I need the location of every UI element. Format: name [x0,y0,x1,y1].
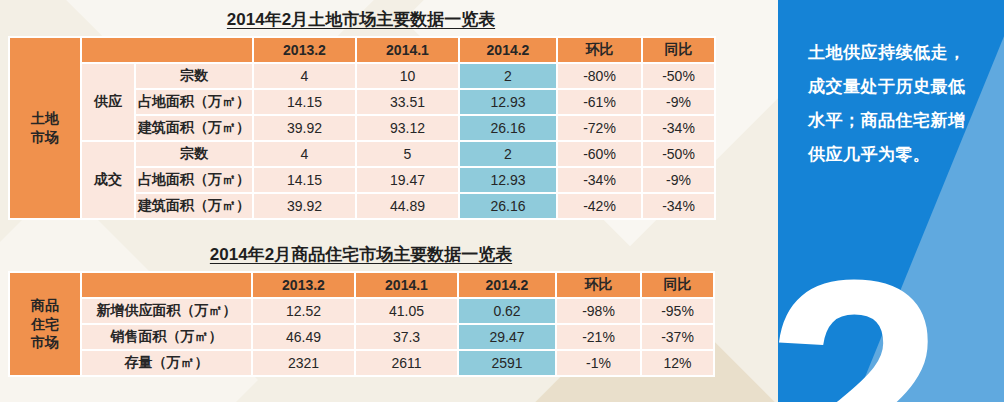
row-label: 宗数 [135,141,253,167]
cell-value: -50% [642,141,715,167]
housing-row-group-header: 商品 住宅 市场 [9,272,81,376]
land-header-row: 土地 市场 2013.2 2014.1 2014.2 环比 同比 [9,37,715,63]
row-group-line: 市场 [12,128,78,147]
housing-header-row: 商品 住宅 市场 2013.2 2014.1 2014.2 环比 同比 [9,272,714,298]
cell-value: 12.52 [252,298,355,324]
slide: 2014年2月土地市场主要数据一览表 土地 市场 2013.2 2014.1 2… [0,0,1004,402]
cell-value-highlight: 12.93 [459,89,557,115]
housing-market-table: 商品 住宅 市场 2013.2 2014.1 2014.2 环比 同比 新增供应… [8,271,715,377]
cell-value: -60% [557,141,642,167]
column-header-2013-2: 2013.2 [253,37,356,63]
cell-value: 19.47 [356,167,459,193]
row-label: 建筑面积（万㎡） [135,193,253,219]
row-label: 建筑面积（万㎡） [135,115,253,141]
cell-value-highlight: 26.16 [459,193,557,219]
column-header-2013-2: 2013.2 [252,272,355,298]
cell-value: -42% [557,193,642,219]
row-label: 占地面积（万㎡） [135,167,253,193]
row-group-line: 市场 [12,333,78,352]
cell-value-highlight: 26.16 [459,115,557,141]
cell-value: 93.12 [356,115,459,141]
housing-table-title: 2014年2月商品住宅市场主要数据一览表 [8,243,714,266]
table-row: 新增供应面积（万㎡） 12.52 41.05 0.62 -98% -95% [9,298,714,324]
cell-value: 44.89 [356,193,459,219]
cell-value-highlight: 2591 [458,350,556,376]
cell-value: 39.92 [253,193,356,219]
row-label: 宗数 [135,63,253,89]
row-label: 占地面积（万㎡） [135,89,253,115]
cell-value: 2321 [252,350,355,376]
cell-value-highlight: 29.47 [458,324,556,350]
row-group-line: 土地 [12,109,78,128]
group-label-transaction: 成交 [81,141,135,219]
row-label: 销售面积（万㎡） [81,324,252,350]
row-label: 存量（万㎡） [81,350,252,376]
table-row: 存量（万㎡） 2321 2611 2591 -1% 12% [9,350,714,376]
cell-value: 46.49 [252,324,355,350]
cell-value: -95% [641,298,714,324]
cell-value: -34% [557,167,642,193]
summary-sidebar: 2 土地供应持续低走，成交量处于历史最低水平；商品住宅新增供应几乎为零。 [778,0,1004,402]
row-group-line: 商品 [12,296,78,315]
group-label-supply: 供应 [81,63,135,141]
cell-value: 37.3 [355,324,458,350]
cell-value: -98% [556,298,641,324]
header-spacer-cell [81,37,253,63]
cell-value: -72% [557,115,642,141]
land-row-group-header: 土地 市场 [9,37,81,219]
cell-value: -80% [557,63,642,89]
cell-value: -9% [642,167,715,193]
cell-value: 12% [641,350,714,376]
cell-value-highlight: 12.93 [459,167,557,193]
row-label: 新增供应面积（万㎡） [81,298,252,324]
cell-value: -61% [557,89,642,115]
sidebar-note: 土地供应持续低走，成交量处于历史最低水平；商品住宅新增供应几乎为零。 [808,36,980,172]
cell-value: -21% [556,324,641,350]
cell-value: 14.15 [253,167,356,193]
column-header-yoy: 同比 [642,37,715,63]
column-header-2014-1: 2014.1 [356,37,459,63]
cell-value: 2611 [355,350,458,376]
column-header-yoy: 同比 [641,272,714,298]
cell-value: -50% [642,63,715,89]
land-table-title: 2014年2月土地市场主要数据一览表 [8,8,714,31]
row-group-line: 住宅 [12,315,78,334]
column-header-mom: 环比 [557,37,642,63]
cell-value: -9% [642,89,715,115]
cell-value: 4 [253,141,356,167]
cell-value-highlight: 2 [459,63,557,89]
cell-value: -1% [556,350,641,376]
cell-value: 39.92 [253,115,356,141]
column-header-2014-2: 2014.2 [459,37,557,63]
cell-value: -34% [642,193,715,219]
cell-value: 4 [253,63,356,89]
cell-value: 33.51 [356,89,459,115]
cell-value: 14.15 [253,89,356,115]
cell-value: 5 [356,141,459,167]
cell-value: 41.05 [355,298,458,324]
column-header-mom: 环比 [556,272,641,298]
slide-number: 2 [778,232,944,402]
column-header-2014-1: 2014.1 [355,272,458,298]
cell-value-highlight: 0.62 [458,298,556,324]
header-spacer-cell [81,272,252,298]
cell-value: 10 [356,63,459,89]
land-market-table: 土地 市场 2013.2 2014.1 2014.2 环比 同比 供应 宗数 4… [8,36,716,220]
table-row: 成交 宗数 4 5 2 -60% -50% [9,141,715,167]
cell-value-highlight: 2 [459,141,557,167]
column-header-2014-2: 2014.2 [458,272,556,298]
table-row: 销售面积（万㎡） 46.49 37.3 29.47 -21% -37% [9,324,714,350]
cell-value: -37% [641,324,714,350]
cell-value: -34% [642,115,715,141]
table-row: 供应 宗数 4 10 2 -80% -50% [9,63,715,89]
